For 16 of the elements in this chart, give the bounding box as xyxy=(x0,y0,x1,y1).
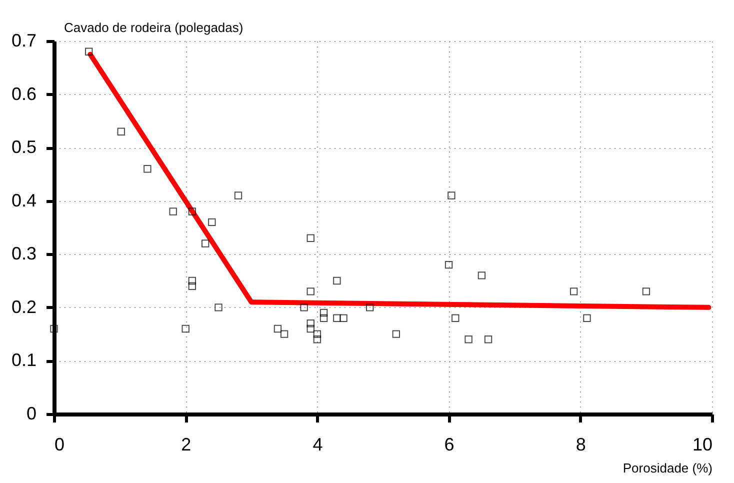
x-tick-label: 0 xyxy=(54,434,65,454)
y-tick-label: 0 xyxy=(26,404,36,424)
x-tick-label: 4 xyxy=(312,434,323,454)
x-tick-label: 10 xyxy=(692,434,712,454)
y-tick-label: 0.4 xyxy=(11,190,36,210)
y-tick-label: 0.7 xyxy=(11,30,36,50)
y-tick-label: 0.6 xyxy=(11,84,36,104)
y-tick-label: 0.3 xyxy=(11,244,36,264)
y-tick-label: 0.1 xyxy=(11,350,36,370)
y-tick-label: 0.2 xyxy=(11,296,36,317)
y-tick-label: 0.5 xyxy=(11,137,36,158)
x-tick-label: 6 xyxy=(444,434,454,454)
y-axis-title: Cavado de rodeira (polegadas) xyxy=(64,20,244,35)
x-axis-title: Porosidade (%) xyxy=(622,460,712,476)
x-tick-label: 2 xyxy=(181,434,192,454)
x-tick-label: 8 xyxy=(576,434,586,454)
